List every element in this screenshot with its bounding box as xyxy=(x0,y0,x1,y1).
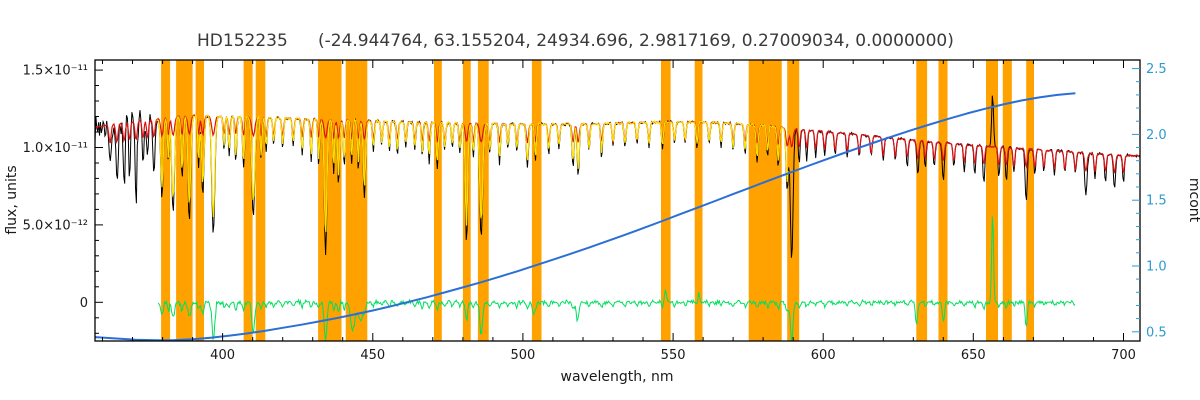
y-tick-label-left: 0 xyxy=(80,296,88,311)
mask-band xyxy=(195,60,204,341)
series-layer xyxy=(94,92,1141,342)
x-tick-label: 450 xyxy=(360,348,385,363)
mask-band xyxy=(161,60,171,341)
y-tick-label-left: 5.0×10⁻¹² xyxy=(23,218,88,233)
x-axis-label: wavelength, nm xyxy=(561,369,674,385)
x-tick-label: 600 xyxy=(811,348,836,363)
x-tick-label: 650 xyxy=(961,348,986,363)
y-tick-label-right: 0.5 xyxy=(1146,325,1167,340)
mask-band xyxy=(1026,60,1034,341)
mask-band xyxy=(318,60,342,341)
y-tick-label-right: 2.0 xyxy=(1146,128,1167,143)
mask-band xyxy=(345,60,368,341)
mask-band xyxy=(477,60,489,341)
mask-band xyxy=(986,60,998,341)
right-axis-label: mcont xyxy=(1186,178,1200,223)
y-tick-label-left: 1.0×10⁻¹¹ xyxy=(23,141,88,156)
mask-band xyxy=(938,60,948,341)
mask-band xyxy=(434,60,442,341)
y-tick-label-right: 1.0 xyxy=(1146,260,1167,275)
mask-band xyxy=(1002,60,1012,341)
mask-band xyxy=(694,60,703,341)
mask-band xyxy=(531,60,542,341)
mask-band xyxy=(916,60,928,341)
green-residual-path xyxy=(157,216,1076,341)
mask-band xyxy=(243,60,253,341)
x-tick-label: 550 xyxy=(661,348,686,363)
x-tick-label: 700 xyxy=(1111,348,1136,363)
yellow-fit-path xyxy=(156,114,789,232)
mask-bands-layer xyxy=(161,60,1034,341)
y-tick-label-left: 1.5×10⁻¹¹ xyxy=(23,64,88,79)
mask-band xyxy=(661,60,671,341)
mask-band xyxy=(748,60,782,341)
plot-title-star: HD152235 xyxy=(197,31,288,51)
axes-layer: 400 450 500 550 600 650 700 0 5.0×10⁻¹² 1.0×10⁻¹¹… xyxy=(23,59,1167,363)
x-tick-label: 500 xyxy=(510,348,535,363)
y-tick-label-right: 1.5 xyxy=(1146,194,1167,209)
plot-title-params: (-24.944764, 63.155204, 24934.696, 2.981… xyxy=(318,31,954,51)
left-axis-label: flux, units xyxy=(4,165,20,234)
mask-band xyxy=(255,60,266,341)
x-tick-label: 400 xyxy=(210,348,235,363)
mcont-curve-path xyxy=(94,92,1076,342)
y-tick-label-right: 2.5 xyxy=(1146,62,1167,77)
